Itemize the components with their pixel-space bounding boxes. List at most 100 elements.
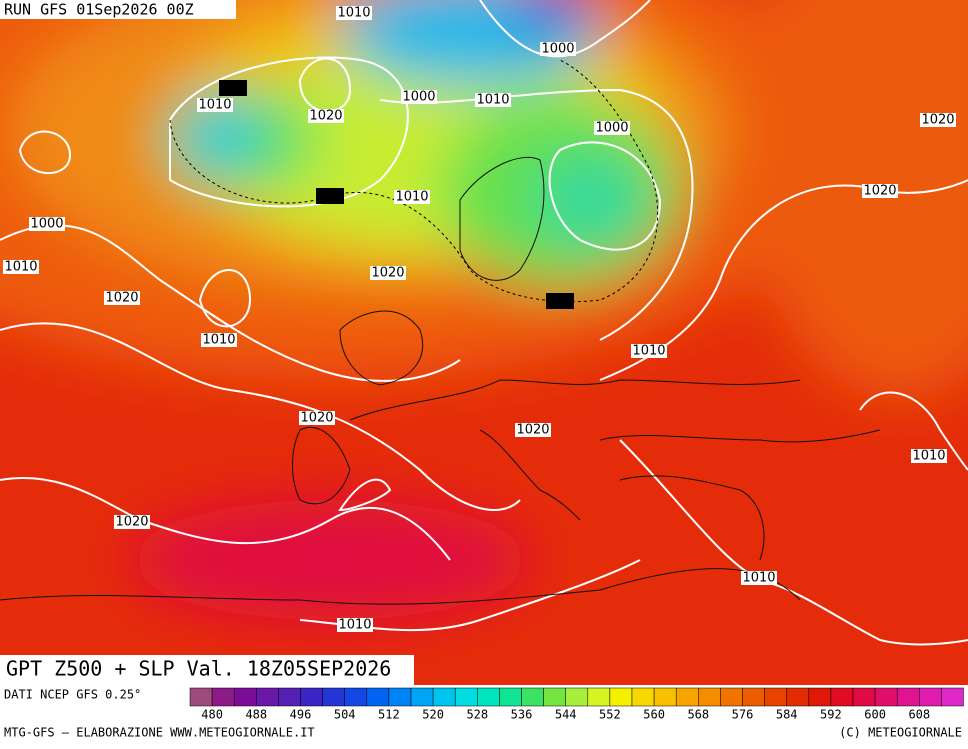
- isobar-label: 1010: [202, 333, 235, 348]
- colorbar-label: 584: [776, 708, 798, 722]
- isobar-label: 1010: [198, 98, 231, 113]
- colorbar-swatch: [189, 687, 213, 707]
- height-label-bg: [316, 188, 344, 204]
- colorbar-swatch: [366, 687, 390, 707]
- isobar-label-bg: [337, 618, 373, 632]
- colorbar-swatch: [830, 687, 854, 707]
- colorbar-swatch: [941, 687, 964, 707]
- colorbar-swatch: [808, 687, 832, 707]
- isobar-label: 1000: [30, 217, 63, 232]
- isobar-label: 1020: [863, 184, 896, 199]
- colorbar-swatch: [477, 687, 500, 707]
- run-label: RUN GFS 01Sep2026 00Z: [4, 1, 194, 19]
- isobar-label-bg: [394, 190, 430, 204]
- colorbar-label: 520: [422, 708, 444, 722]
- colorbar-swatch: [543, 687, 566, 707]
- isobar-label: 1010: [4, 260, 37, 275]
- colorbar-label: 568: [687, 708, 709, 722]
- colorbar-label: 552: [599, 708, 621, 722]
- isobar-label-bg: [594, 121, 630, 135]
- isobar-label-bg: [29, 217, 65, 231]
- colorbar-swatch: [742, 687, 765, 707]
- isobar-label-bg: [920, 113, 956, 127]
- colorbar-swatch: [432, 687, 456, 707]
- colorbar-swatch: [874, 687, 898, 707]
- colorbar-swatch: [499, 687, 522, 707]
- colorbar-label: 608: [908, 708, 930, 722]
- isobar-label-bg: [308, 109, 344, 123]
- colorbar-swatch: [852, 687, 876, 707]
- isobar-label: 1010: [338, 618, 371, 633]
- colorbar-swatch: [322, 687, 345, 707]
- colorbar-label: 560: [643, 708, 665, 722]
- isobar-label-bg: [401, 90, 437, 104]
- colorbar-swatch: [764, 687, 787, 707]
- isobar-label-bg: [862, 184, 898, 198]
- colorbar-swatch: [388, 687, 412, 707]
- colorbar-label: 576: [732, 708, 754, 722]
- colorbar-label: 504: [334, 708, 356, 722]
- colorbar-swatch: [521, 687, 544, 707]
- colorbar-swatch: [565, 687, 589, 707]
- colorbar-label: 496: [290, 708, 312, 722]
- isobar-label: 1020: [300, 411, 333, 426]
- isobar-label: 1020: [309, 109, 342, 124]
- isobar-label: 1020: [921, 113, 954, 128]
- colorbar-label: 544: [555, 708, 577, 722]
- isobar-label: 1000: [541, 42, 574, 57]
- colorbar-swatch: [698, 687, 721, 707]
- colorbar-swatch: [233, 687, 257, 707]
- colorbar-label: 528: [466, 708, 488, 722]
- isobar-label-bg: [197, 98, 233, 112]
- map-field: 1010 1010 1020 1000 1000 1010 1000 1020 1020 1010…: [0, 0, 968, 685]
- colorbar-swatch: [896, 687, 920, 707]
- isobar-label-bg: [911, 449, 947, 463]
- height-label: 552: [219, 81, 246, 96]
- title-box: [0, 655, 414, 685]
- colorbar-label: 488: [245, 708, 267, 722]
- isobar-label: 1000: [595, 121, 628, 136]
- colorbar-swatch: [211, 687, 235, 707]
- isobar-label-bg: [515, 423, 551, 437]
- height-label: 552: [546, 294, 573, 309]
- colorbar-swatch: [720, 687, 743, 707]
- colorbar: 480 488 496 504 512 520 528 536 544 552 560 568 576 5…: [189, 687, 964, 722]
- colorbar-swatch: [653, 687, 677, 707]
- colorbar-swatch: [631, 687, 655, 707]
- colorbar-swatch: [786, 687, 810, 707]
- copyright: (C) METEOGIORNALE: [839, 726, 962, 740]
- isobar-label: 1020: [115, 515, 148, 530]
- colorbar-swatch: [256, 687, 279, 707]
- source-note: DATI NCEP GFS 0.25°: [4, 688, 141, 702]
- isobar-label-bg: [114, 515, 150, 529]
- isobar-label: 1010: [337, 6, 370, 21]
- isobar-label: 1010: [742, 571, 775, 586]
- isobar-label: 1020: [105, 291, 138, 306]
- isobar-label-bg: [201, 333, 237, 347]
- colorbar-swatch: [919, 687, 942, 707]
- isobar-label: 1010: [395, 190, 428, 205]
- isobar-label: 1020: [371, 266, 404, 281]
- colorbar-label: 592: [820, 708, 842, 722]
- isobar-label-bg: [3, 260, 39, 274]
- colorbar-swatch: [675, 687, 699, 707]
- colorbar-label: 480: [201, 708, 223, 722]
- isobar-label: 1020: [516, 423, 549, 438]
- isobar-label-bg: [370, 266, 406, 280]
- isobar-label-bg: [631, 344, 667, 358]
- colorbar-swatch: [278, 687, 301, 707]
- run-label-box: [0, 0, 236, 19]
- height-label: 552: [316, 189, 343, 204]
- isobar-label-bg: [475, 93, 511, 107]
- colorbar-swatch: [300, 687, 323, 707]
- colorbar-swatch: [609, 687, 633, 707]
- isobar-label-bg: [299, 411, 335, 425]
- credit: MTG-GFS – ELABORAZIONE WWW.METEOGIORNALE…: [4, 726, 315, 740]
- colorbar-label: 536: [511, 708, 533, 722]
- colorbar-swatch: [454, 687, 478, 707]
- isobar-label: 1000: [402, 90, 435, 105]
- colorbar-label: 512: [378, 708, 400, 722]
- isobar-label: 1010: [912, 449, 945, 464]
